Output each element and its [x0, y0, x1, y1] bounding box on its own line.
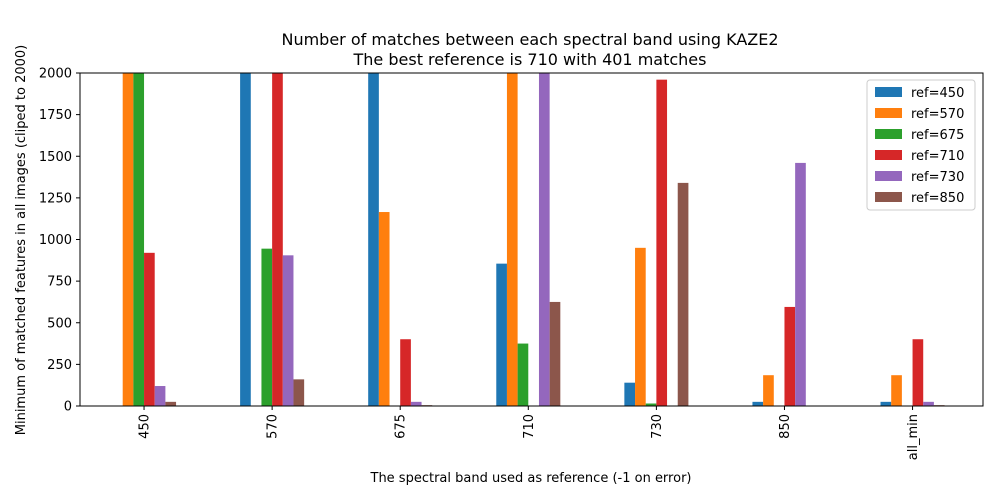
y-tick-label: 1500	[39, 150, 72, 165]
y-tick-label: 250	[47, 358, 72, 373]
x-tick-label: 710	[522, 414, 537, 439]
x-tick-label: 675	[394, 414, 409, 439]
bar-ref-570-850	[763, 375, 774, 406]
bar-ref-710-850	[784, 306, 796, 406]
y-tick-label: 1000	[39, 233, 72, 248]
y-tick-label: 0	[64, 400, 72, 415]
bar-ref-710-450	[144, 252, 155, 406]
x-axis-label: The spectral band used as reference (-1 …	[370, 471, 692, 486]
x-axis-ticks: 450 570 675 710 730 850 all_min	[138, 406, 921, 460]
bar-ref-675-730	[645, 403, 657, 406]
bar-ref-850-730	[677, 182, 689, 406]
bars-group	[122, 73, 945, 406]
y-axis-label: Minimum of matched features in all image…	[14, 45, 29, 436]
bar-ref-570-730	[635, 247, 646, 406]
bar-ref-675-710	[517, 343, 529, 406]
bar-ref-450-all_min	[880, 401, 892, 406]
legend-swatch	[875, 87, 902, 97]
x-tick-label: 570	[266, 414, 281, 439]
legend: ref=450 ref=570 ref=675 ref=710 ref=730 ref=8…	[866, 79, 976, 211]
legend-label: ref=710	[911, 149, 964, 164]
y-tick-label: 1250	[39, 191, 72, 206]
bar-ref-710-570	[272, 73, 283, 406]
chart-subtitle: The best reference is 710 with 401 match…	[353, 50, 707, 69]
bar-ref-850-710	[549, 301, 561, 406]
legend-swatch	[875, 171, 902, 181]
y-tick-label: 500	[47, 316, 72, 331]
y-tick-label: 1750	[39, 108, 72, 123]
bar-ref-450-710	[496, 263, 507, 406]
bar-ref-450-570	[240, 73, 251, 406]
legend-label: ref=675	[911, 128, 964, 143]
bar-ref-710-730	[656, 79, 668, 406]
legend-swatch	[875, 108, 902, 118]
bar-ref-730-710	[538, 73, 550, 406]
plot-frame	[79, 72, 984, 407]
bar-ref-730-all_min	[923, 401, 934, 406]
x-tick-label: 730	[650, 414, 665, 439]
y-axis-ticks: 0 250 500 750 1000 1250 1500 1750 2000	[39, 67, 80, 415]
bar-ref-570-675	[378, 212, 390, 406]
bar-ref-730-450	[154, 386, 166, 406]
chart-title: Number of matches between each spectral …	[281, 30, 778, 49]
bar-ref-570-all_min	[891, 375, 902, 406]
legend-swatch	[875, 192, 902, 202]
legend-label: ref=850	[911, 191, 964, 206]
bar-ref-710-all_min	[912, 339, 924, 406]
bar-ref-730-675	[410, 401, 422, 406]
bar-ref-730-570	[282, 255, 294, 406]
x-tick-label: all_min	[906, 414, 921, 460]
bar-ref-450-730	[624, 382, 636, 406]
bar-ref-850-450	[165, 401, 177, 406]
bar-ref-570-450	[122, 73, 134, 406]
legend-label: ref=730	[911, 170, 964, 185]
legend-label: ref=570	[911, 107, 964, 122]
bar-ref-570-710	[506, 73, 518, 406]
bar-ref-675-570	[261, 248, 273, 406]
y-tick-label: 750	[47, 275, 72, 290]
bar-ref-450-850	[752, 401, 764, 406]
bar-ref-450-675	[368, 73, 379, 406]
legend-swatch	[875, 129, 902, 139]
bar-ref-710-675	[400, 339, 411, 406]
bar-ref-675-450	[133, 73, 145, 406]
y-tick-label: 2000	[39, 67, 72, 82]
x-tick-label: 450	[138, 414, 153, 439]
legend-swatch	[875, 150, 902, 160]
bar-ref-850-570	[293, 379, 305, 406]
x-tick-label: 850	[778, 414, 793, 439]
legend-label: ref=450	[911, 86, 964, 101]
bar-ref-730-850	[795, 162, 806, 406]
